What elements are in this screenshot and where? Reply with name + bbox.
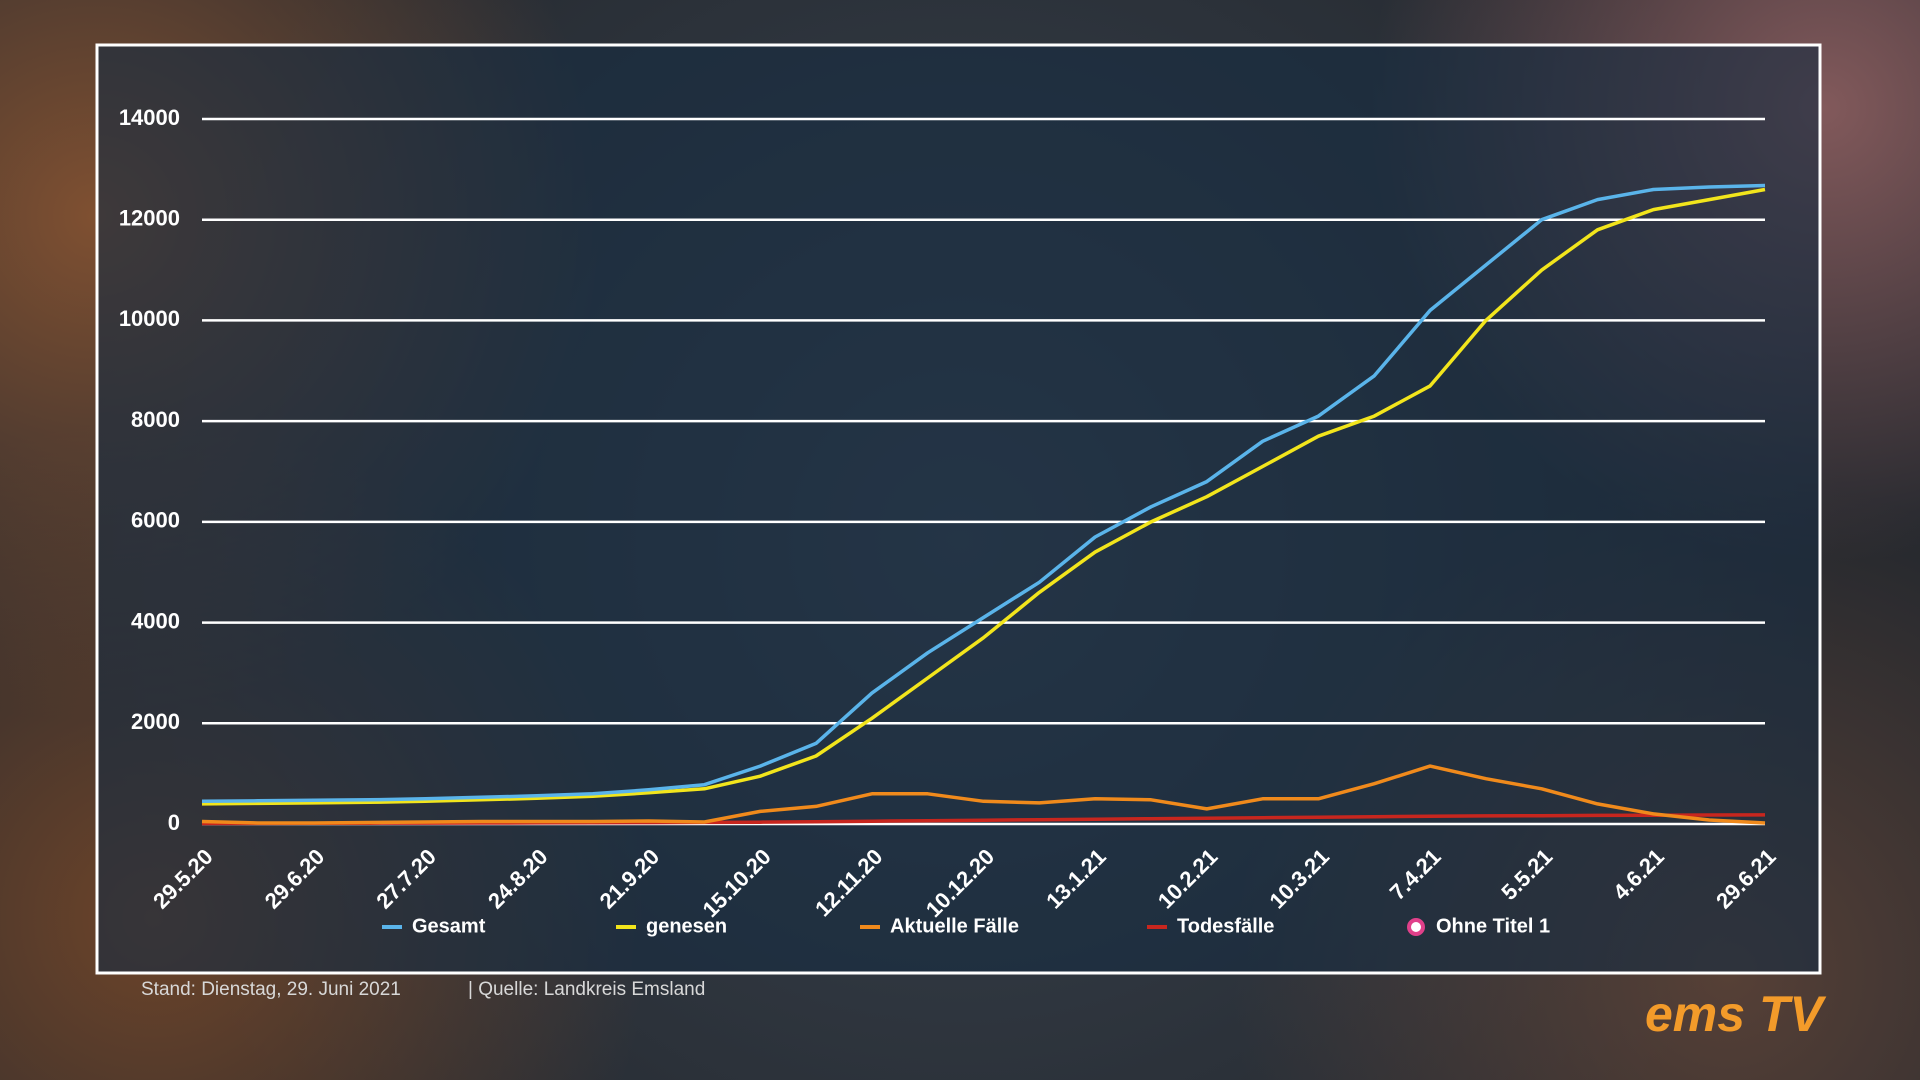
y-tick-label: 12000	[119, 206, 180, 231]
legend-label: Aktuelle Fälle	[890, 915, 1019, 937]
legend-label: Ohne Titel 1	[1436, 915, 1550, 937]
y-tick-label: 2000	[131, 709, 180, 734]
series-line	[201, 187, 1766, 806]
legend-label: genesen	[646, 915, 727, 937]
y-tick-label: 10000	[119, 306, 180, 331]
chart-frame	[95, 43, 1822, 975]
footer-source: | Quelle: Landkreis Emsland	[468, 979, 705, 1000]
y-tick-label: 0	[168, 810, 180, 835]
legend-label: Gesamt	[412, 915, 486, 937]
y-tick-label: 4000	[131, 608, 180, 633]
series-line	[201, 764, 1766, 825]
y-tick-label: 8000	[131, 407, 180, 432]
y-tick-label: 14000	[119, 105, 180, 130]
series-line	[201, 183, 1766, 804]
legend-marker	[1407, 918, 1425, 936]
logo: ems TV	[1645, 986, 1827, 1042]
legend-label: Todesfälle	[1177, 915, 1274, 937]
footer-date: Stand: Dienstag, 29. Juni 2021	[141, 979, 401, 1000]
y-tick-label: 6000	[131, 508, 180, 533]
